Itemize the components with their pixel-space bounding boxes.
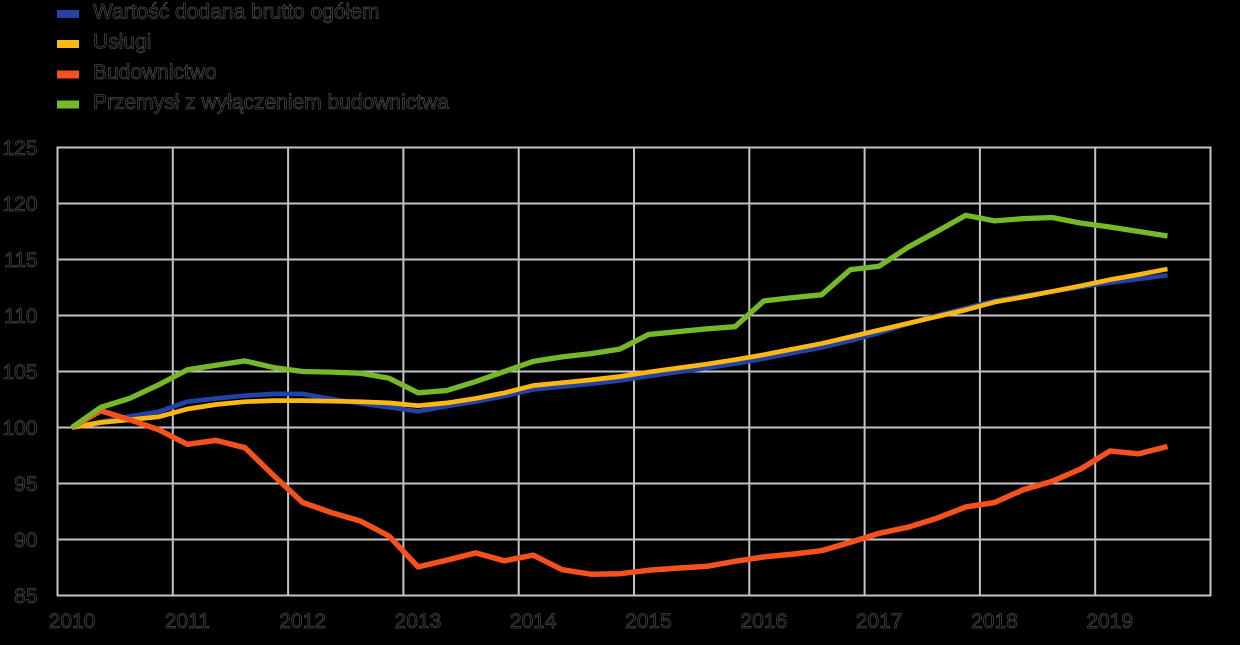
svg-text:2014: 2014 <box>510 610 557 633</box>
svg-text:Usługi: Usługi <box>93 31 151 54</box>
svg-text:2016: 2016 <box>740 610 787 633</box>
svg-text:90: 90 <box>14 529 37 552</box>
svg-text:100: 100 <box>2 417 37 440</box>
svg-text:Przemysł z wyłączeniem budowni: Przemysł z wyłączeniem budownictwa <box>93 91 449 114</box>
svg-text:120: 120 <box>2 193 37 216</box>
svg-text:115: 115 <box>4 249 37 272</box>
svg-text:2010: 2010 <box>49 610 96 633</box>
svg-text:105: 105 <box>2 361 37 384</box>
svg-text:2011: 2011 <box>165 610 210 633</box>
svg-text:2017: 2017 <box>856 610 903 633</box>
svg-text:85: 85 <box>14 585 37 608</box>
svg-text:Wartość dodana brutto ogółem: Wartość dodana brutto ogółem <box>93 1 379 24</box>
svg-text:2013: 2013 <box>395 610 442 633</box>
svg-text:2018: 2018 <box>971 610 1018 633</box>
svg-text:2012: 2012 <box>279 610 326 633</box>
svg-text:2015: 2015 <box>625 610 672 633</box>
svg-text:2019: 2019 <box>1086 610 1133 633</box>
svg-text:95: 95 <box>14 473 37 496</box>
svg-text:125: 125 <box>2 137 37 160</box>
svg-text:110: 110 <box>4 305 37 328</box>
svg-text:Budownictwo: Budownictwo <box>93 61 217 84</box>
